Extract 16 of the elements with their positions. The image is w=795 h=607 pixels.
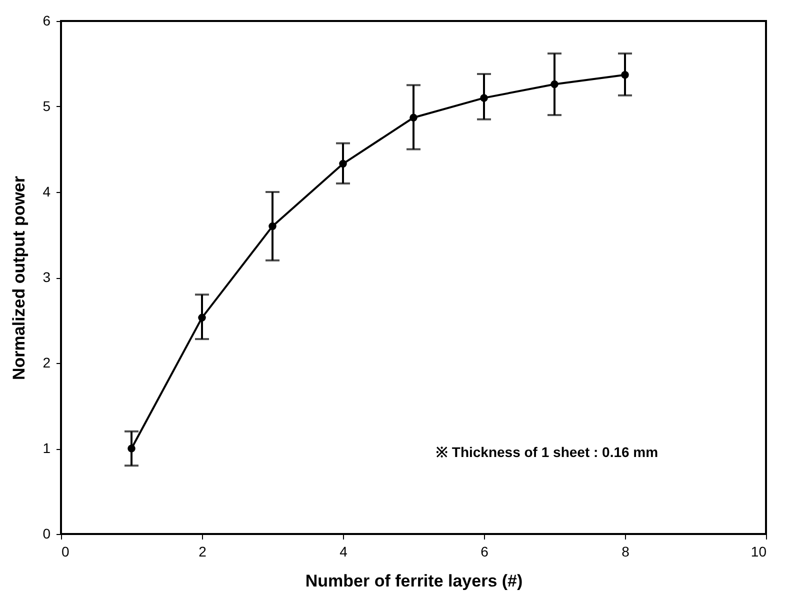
x-tick-label: 0 [62,544,70,560]
y-tick-label: 1 [42,440,51,456]
x-tick-label: 2 [198,544,207,560]
y-axis-title: Normalized output power [10,176,29,380]
x-tick-label: 10 [750,544,767,560]
y-tick-label: 4 [42,184,51,200]
annotation: ※ Thickness of 1 sheet : 0.16 mm [436,444,658,460]
x-axis-title: Number of ferrite layers (#) [305,572,523,590]
x-tick-label: 4 [340,544,348,560]
y-tick-label: 0 [42,526,51,542]
y-tick-label: 2 [42,354,51,370]
y-tick-label: 3 [42,269,51,285]
y-tick-label: 6 [42,12,51,28]
x-tick-label: 6 [480,544,489,560]
y-tick-label: 5 [42,98,51,114]
x-tick-label: 8 [622,544,630,560]
